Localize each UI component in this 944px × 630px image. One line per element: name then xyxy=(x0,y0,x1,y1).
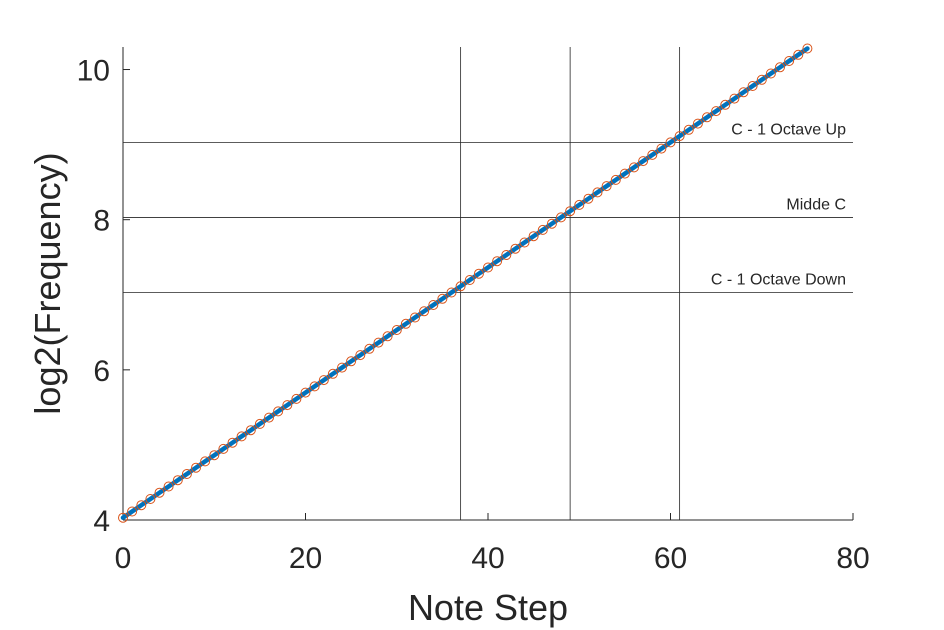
data-point-25 xyxy=(346,356,357,367)
data-point-12 xyxy=(227,437,238,448)
data-point-62 xyxy=(683,124,694,135)
y-tick-label-0: 4 xyxy=(93,505,110,538)
data-point-48 xyxy=(556,212,566,223)
data-point-4 xyxy=(154,487,165,498)
data-point-45 xyxy=(528,231,539,242)
data-point-36 xyxy=(446,287,457,298)
reference-line-label-0: C - 1 Octave Up xyxy=(731,121,846,138)
x-tick-label-1: 20 xyxy=(289,542,322,575)
data-point-52 xyxy=(592,187,603,198)
data-point-71 xyxy=(765,68,776,79)
data-point-27 xyxy=(364,343,375,354)
data-point-32 xyxy=(410,312,420,323)
data-point-70 xyxy=(756,74,767,85)
data-point-1 xyxy=(127,506,138,517)
data-point-3 xyxy=(145,494,156,504)
data-point-54 xyxy=(610,174,621,185)
x-tick-label-4: 80 xyxy=(836,542,869,575)
data-point-29 xyxy=(382,331,393,342)
data-point-72 xyxy=(775,62,785,73)
data-point-18 xyxy=(282,400,293,411)
data-point-73 xyxy=(784,56,795,66)
data-point-13 xyxy=(236,431,247,442)
data-point-64 xyxy=(702,112,712,123)
axes: 0 20 40 60 80 4 6 8 10 xyxy=(77,47,870,575)
x-axis-label: Note Step xyxy=(408,587,568,628)
data-point-33 xyxy=(419,306,430,317)
data-point-11 xyxy=(218,443,229,454)
data-point-9 xyxy=(200,456,211,467)
data-point-20 xyxy=(300,387,311,398)
data-point-53 xyxy=(601,181,612,192)
data-point-51 xyxy=(583,193,594,204)
y-tick-label-1: 6 xyxy=(93,355,110,388)
data-point-2 xyxy=(136,500,147,511)
reference-line-label-2: C - 1 Octave Down xyxy=(711,272,846,289)
data-point-5 xyxy=(163,481,174,492)
data-point-7 xyxy=(181,469,192,479)
data-point-41 xyxy=(492,256,503,267)
data-point-38 xyxy=(464,275,475,285)
data-point-61 xyxy=(674,131,685,142)
y-axis-label: log2(Frequency) xyxy=(27,152,68,414)
data-point-69 xyxy=(747,81,758,91)
x-tick-label-3: 60 xyxy=(654,542,687,575)
data-point-42 xyxy=(501,250,512,260)
data-point-65 xyxy=(711,106,722,117)
data-point-56 xyxy=(629,162,639,173)
data-point-19 xyxy=(291,393,302,404)
data-point-74 xyxy=(793,49,804,60)
data-point-40 xyxy=(483,262,493,273)
y-tick-label-3: 10 xyxy=(77,55,110,88)
data-point-57 xyxy=(638,156,649,167)
data-point-28 xyxy=(373,337,384,348)
y-tick-label-2: 8 xyxy=(93,205,110,238)
x-tick-label-2: 40 xyxy=(471,542,504,575)
data-point-67 xyxy=(729,93,740,104)
data-point-10 xyxy=(209,450,220,461)
data-point-14 xyxy=(245,425,256,436)
data-point-60 xyxy=(665,137,676,148)
data-point-0 xyxy=(118,512,128,523)
data-point-55 xyxy=(619,168,630,179)
data-point-6 xyxy=(172,475,183,486)
data-point-23 xyxy=(327,368,338,379)
series-group xyxy=(118,43,813,523)
series-line-0 xyxy=(120,46,810,520)
data-point-68 xyxy=(738,87,749,98)
data-point-49 xyxy=(565,206,576,217)
data-point-47 xyxy=(546,218,557,229)
data-point-15 xyxy=(254,418,265,429)
data-point-39 xyxy=(473,268,484,279)
data-point-16 xyxy=(264,412,274,423)
data-point-75 xyxy=(802,43,813,54)
data-point-66 xyxy=(720,99,731,110)
data-point-35 xyxy=(437,293,448,304)
data-point-24 xyxy=(337,362,347,373)
data-point-31 xyxy=(400,318,411,329)
data-point-43 xyxy=(510,243,521,254)
data-point-58 xyxy=(647,149,658,160)
data-point-59 xyxy=(656,143,667,154)
data-point-26 xyxy=(355,350,366,361)
data-point-63 xyxy=(692,118,703,129)
data-point-8 xyxy=(191,462,201,473)
data-point-44 xyxy=(519,237,530,248)
x-tick-label-0: 0 xyxy=(115,542,132,575)
data-point-17 xyxy=(273,406,284,417)
data-point-50 xyxy=(574,199,585,210)
data-point-21 xyxy=(309,381,320,392)
reference-line-label-1: Midde C xyxy=(786,196,846,213)
data-point-30 xyxy=(391,325,402,335)
data-point-46 xyxy=(537,224,548,235)
data-point-22 xyxy=(318,375,329,386)
data-point-37 xyxy=(455,281,466,292)
annotations: C - 1 Octave Up Midde C C - 1 Octave Down xyxy=(711,121,846,288)
data-point-34 xyxy=(428,300,439,310)
reference-lines xyxy=(123,47,853,520)
